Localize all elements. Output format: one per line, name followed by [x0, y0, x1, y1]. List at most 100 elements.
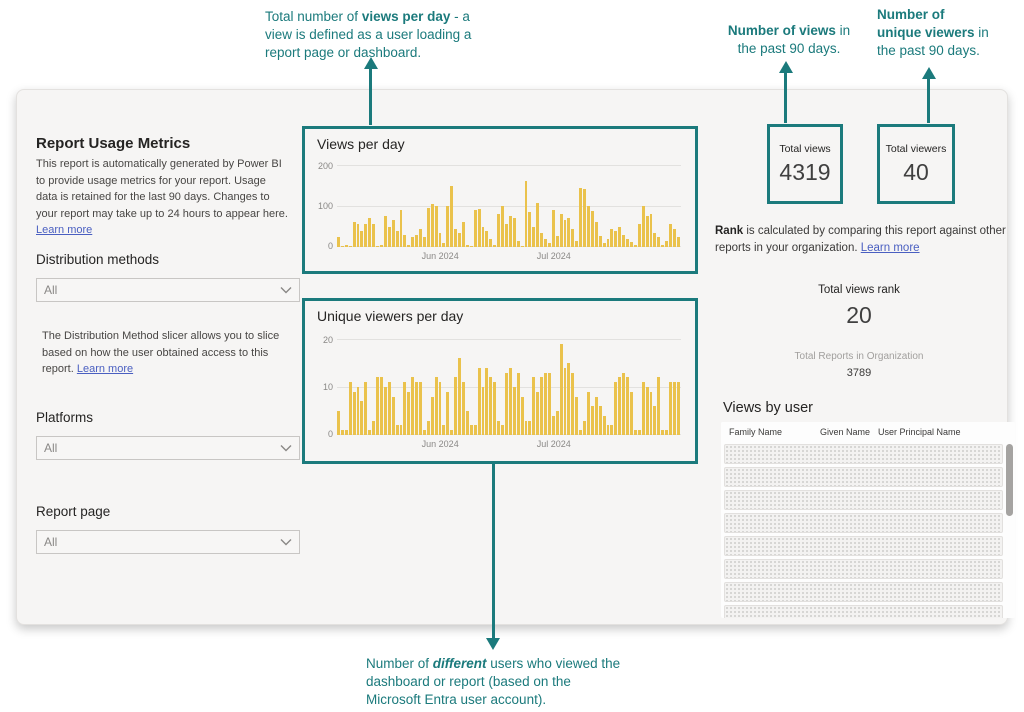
annotation-text-bold: Number of [877, 7, 945, 22]
learn-more-link[interactable]: Learn more [860, 242, 920, 255]
rank-note: Rank is calculated by comparing this rep… [715, 223, 1013, 258]
chart-plot: 200 100 0 Jun 2024 Jul 2024 [318, 161, 681, 261]
scrollbar-thumb[interactable] [1006, 444, 1013, 516]
bar [665, 430, 669, 435]
bar [614, 230, 618, 247]
bar [387, 226, 391, 247]
bar [544, 372, 547, 435]
table-row-redacted [724, 559, 1003, 579]
bar [407, 245, 411, 247]
bar [532, 226, 536, 247]
bar [469, 245, 473, 247]
annotation-text: in [974, 25, 989, 41]
report-page-dropdown[interactable]: All [36, 530, 300, 554]
annotation-text-bold: Number of views [727, 23, 836, 38]
table-row-redacted [724, 605, 1003, 618]
bar [594, 221, 598, 247]
bar [360, 401, 364, 435]
page-title: Report Usage Metrics [36, 135, 191, 152]
bar [348, 382, 352, 435]
table-row-redacted [724, 513, 1003, 533]
bar [547, 242, 551, 247]
bar [489, 377, 493, 435]
dropdown-value: All [44, 283, 58, 297]
bar [462, 382, 465, 435]
bar [516, 372, 520, 435]
bar [403, 234, 407, 247]
bar [407, 391, 411, 435]
bar [547, 372, 551, 435]
bar [399, 425, 403, 435]
bar [540, 377, 544, 435]
annotation-text: Number of [366, 656, 433, 671]
bar [473, 425, 477, 435]
bar [555, 411, 559, 435]
bar [364, 223, 368, 247]
bar [415, 234, 419, 247]
bar [508, 216, 512, 247]
column-header-family-name: Family Name [729, 427, 783, 437]
total-viewers-card: Total viewers 40 [877, 124, 955, 204]
platforms-dropdown[interactable]: All [36, 436, 300, 460]
bar [422, 236, 426, 247]
annotation-views-per-day: Total number of views per day - a view i… [265, 8, 493, 62]
bar [583, 188, 586, 247]
bar [551, 415, 555, 435]
bar [551, 210, 555, 247]
bar [610, 425, 614, 435]
bar [477, 209, 481, 247]
bar [649, 391, 653, 435]
arrow-stem [927, 78, 930, 123]
arrow-stem [784, 72, 787, 123]
y-axis-tick: 20 [322, 335, 333, 345]
bar [633, 244, 637, 247]
table-row-redacted [724, 582, 1003, 602]
bar [602, 415, 606, 435]
bar [379, 244, 383, 247]
bar [434, 206, 438, 247]
bar [391, 396, 395, 435]
bar [469, 425, 473, 435]
bar [516, 240, 520, 247]
bar [606, 238, 610, 247]
bar [657, 236, 661, 247]
bar [626, 377, 629, 435]
report-page-label: Report page [36, 504, 111, 519]
bar [563, 220, 567, 247]
annotation-text-bold-italic: different [432, 656, 487, 671]
bar [489, 238, 493, 247]
bar [376, 377, 379, 435]
learn-more-link[interactable]: Learn more [36, 224, 93, 236]
bar [395, 230, 399, 247]
annotation-text: - a view is defined as a user loading a … [265, 9, 472, 61]
arrow-up-icon [779, 61, 793, 73]
views-by-user-title: Views by user [723, 400, 813, 416]
bar [337, 236, 340, 247]
gridline [337, 339, 681, 340]
learn-more-link[interactable]: Learn more [76, 363, 134, 375]
total-reports-label: Total Reports in Organization [794, 351, 924, 362]
bar [508, 367, 512, 435]
bar [438, 382, 442, 435]
arrow-stem [369, 68, 372, 125]
bar [434, 377, 438, 435]
bar [520, 245, 524, 247]
x-axis-tick: Jun 2024 [421, 439, 459, 449]
bar [360, 230, 364, 247]
bar [372, 224, 376, 247]
bar [395, 425, 399, 435]
bar [419, 228, 422, 247]
bar [458, 232, 461, 247]
bar [532, 377, 536, 435]
bar [602, 242, 606, 247]
bar [356, 224, 360, 247]
bar [485, 230, 489, 247]
bar [446, 391, 450, 435]
bar [559, 214, 563, 247]
bar [454, 377, 458, 435]
bar [544, 238, 547, 247]
bar [383, 387, 387, 435]
arrow-up-icon [364, 57, 378, 69]
distribution-methods-dropdown[interactable]: All [36, 278, 300, 302]
total-reports-value: 3789 [846, 367, 872, 379]
